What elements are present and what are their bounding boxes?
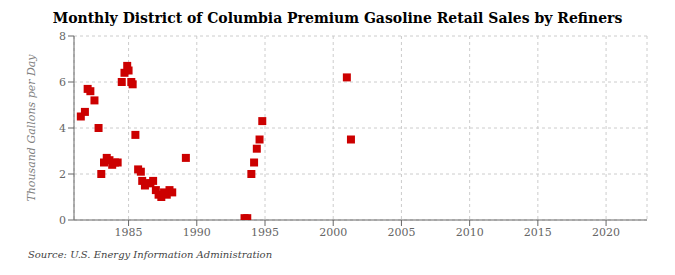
svg-text:2000: 2000 — [319, 226, 347, 239]
svg-text:2015: 2015 — [524, 226, 552, 239]
svg-text:0: 0 — [59, 214, 66, 227]
svg-text:1995: 1995 — [251, 226, 279, 239]
svg-text:6: 6 — [59, 76, 66, 89]
svg-text:2: 2 — [59, 168, 66, 181]
svg-text:2010: 2010 — [456, 226, 484, 239]
html-text:Monthly District of Columbia P: Monthly District of Columbia Premium Gas… — [52, 10, 623, 26]
svg-text:2020: 2020 — [592, 226, 620, 239]
svg-text:1985: 1985 — [115, 226, 143, 239]
svg-text:2005: 2005 — [387, 226, 415, 239]
html-text:Source: U.S. Energy Informatio: Source: U.S. Energy Information Administ… — [28, 249, 273, 260]
svg-text:8: 8 — [59, 30, 66, 43]
svg-text:4: 4 — [59, 122, 66, 135]
svg-text:1990: 1990 — [183, 226, 211, 239]
svg-text:Thousand Gallons per Day: Thousand Gallons per Day — [25, 54, 38, 202]
